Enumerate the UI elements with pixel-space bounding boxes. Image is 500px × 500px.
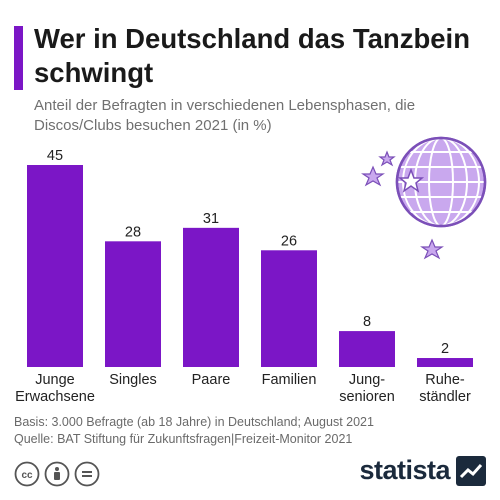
disco-ball-icon [395,136,487,228]
chart-title: Wer in Deutschland das Tanzbein schwingt [34,23,470,88]
value-label-2: 31 [203,211,219,227]
brand: statista [359,455,486,486]
category-label-0-line2: Erwachsene [15,389,95,405]
brand-name: statista [359,455,450,485]
value-label-0: 45 [47,148,63,164]
cc-icon: cc [14,461,40,487]
chart-subtitle: Anteil der Befragten in verschiedenen Le… [34,97,416,134]
bar-2 [183,227,239,367]
bars-group [27,165,473,367]
category-label-4-line2: senioren [339,389,395,405]
star-icon [378,150,396,167]
category-label-1: Singles [109,372,157,388]
category-label-3: Familien [262,372,317,388]
footer-basis: Basis: 3.000 Befragte (ab 18 Jahre) in D… [14,415,374,429]
category-label-4: Jung- [349,372,385,388]
star-icon [397,167,425,193]
value-label-1: 28 [125,224,141,240]
star-icon [420,238,444,260]
bar-5 [417,358,473,367]
value-label-4: 8 [363,314,371,330]
category-label-5: Ruhe- [425,372,465,388]
title-accent-bar [14,26,23,90]
bar-0 [27,165,83,367]
no-derivatives-icon [74,461,100,487]
category-label-0: Junge [35,372,75,388]
star-icon [361,165,385,187]
svg-text:cc: cc [21,470,33,481]
statista-logo-icon [456,455,486,486]
license-icons: cc [14,461,100,487]
category-label-5-line2: ständler [419,389,471,405]
value-labels-group: 45 28 31 26 8 2 [47,148,449,357]
footer-source: Quelle: BAT Stiftung für Zukunftsfragen|… [14,432,353,446]
attribution-icon [44,461,70,487]
bar-1 [105,241,161,367]
value-label-5: 2 [441,341,449,357]
category-label-2: Paare [192,372,231,388]
bar-4 [339,331,395,367]
value-label-3: 26 [281,233,297,249]
bar-3 [261,250,317,367]
